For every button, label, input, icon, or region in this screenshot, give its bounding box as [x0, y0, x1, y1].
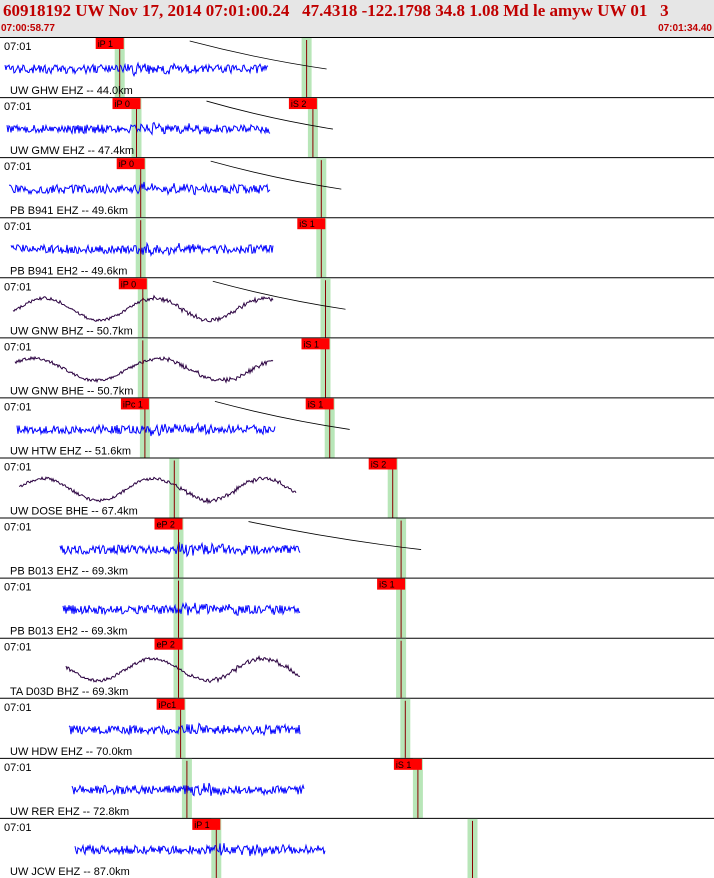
trace-time-label: 07:01: [4, 522, 32, 534]
seismogram-canvas: iP 1 07:01 UW GHW EHZ -- 44.0km iP 0 iS 2 07:…: [0, 37, 714, 878]
pick-label-box: [154, 638, 183, 650]
trace-panel: iS 1 07:01 PB B941 EH2 -- 49.6km: [0, 217, 714, 278]
pick-label: iS 1: [304, 339, 320, 349]
waveform-trace: [68, 722, 301, 737]
trace-time-label: 07:01: [4, 41, 32, 53]
pick-label: iS 1: [379, 580, 395, 590]
pick-label: iS 1: [308, 399, 324, 409]
theoretical-curve: [206, 100, 333, 130]
trace-station-label: UW RER EHZ -- 72.8km: [10, 806, 129, 818]
trace-station-label: PB B941 EHZ -- 49.6km: [10, 205, 128, 217]
waveform-trace: [10, 241, 274, 257]
trace-time-label: 07:01: [4, 762, 32, 774]
trace-time-label: 07:01: [4, 161, 32, 173]
trace-time-label: 07:01: [4, 642, 32, 654]
pick-label-box: [377, 578, 406, 590]
waveform-trace: [62, 601, 301, 616]
pick-label-box: [301, 338, 330, 350]
pick-label: iPc 1: [123, 399, 143, 409]
trace-panel: iS 1 07:01 PB B013 EH2 -- 69.3km: [0, 577, 714, 638]
trace-panel: iS 1 07:01 UW RER EHZ -- 72.8km: [0, 757, 714, 818]
trace-panel: iP 0 iS 2 07:01 UW GMW EHZ -- 47.4km: [0, 97, 714, 158]
end-time-label: 07:01:34.40: [658, 23, 712, 34]
pick-label-box: [192, 818, 221, 830]
pick-label-box: [112, 98, 141, 110]
trace-time-label: 07:01: [4, 221, 32, 233]
pick-label: iP 0: [121, 279, 136, 289]
pick-label-box: [95, 38, 124, 49]
theoretical-curve: [214, 401, 350, 430]
pick-label: iP 1: [194, 820, 209, 830]
trace-time-label: 07:01: [4, 582, 32, 594]
trace-panel: eP 2 07:01 TA D03D BHZ -- 69.3km: [0, 637, 714, 698]
trace-station-label: UW HDW EHZ -- 70.0km: [10, 746, 132, 758]
event-title: 60918192 UW Nov 17, 2014 07:01:00.24 47.…: [3, 1, 669, 20]
pick-label-box: [118, 278, 147, 290]
trace-station-label: UW GNW BHE -- 50.7km: [10, 385, 133, 397]
waveform-trace: [4, 61, 269, 78]
waveform-trace: [71, 782, 305, 797]
trace-station-label: UW JCW EHZ -- 87.0km: [10, 866, 130, 878]
pick-label-box: [288, 98, 317, 110]
pick-label: iS 2: [371, 459, 387, 469]
pick-label: iP 1: [98, 39, 113, 49]
pick-label: iS 1: [396, 760, 412, 770]
pick-label: eP 2: [157, 640, 175, 650]
start-time-label: 07:00:58.77: [1, 23, 55, 34]
trace-panel: iP 0 07:01 UW GNW BHZ -- 50.7km: [0, 277, 714, 338]
pick-label-box: [156, 698, 185, 710]
pick-label: iP 0: [115, 99, 130, 109]
trace-time-label: 07:01: [4, 341, 32, 353]
pick-label-box: [393, 758, 422, 770]
trace-panel: iS 1 07:01 UW GNW BHE -- 50.7km: [0, 337, 714, 398]
waveform-trace: [16, 421, 276, 437]
trace-panel: iPc 1 iS 1 07:01 UW HTW EHZ -- 51.6km: [0, 397, 714, 458]
waveform-trace: [6, 121, 271, 136]
trace-time-label: 07:01: [4, 822, 32, 834]
trace-time-label: 07:01: [4, 461, 32, 473]
pick-label-box: [368, 458, 397, 470]
trace-panel: iP 1 07:01 UW JCW EHZ -- 87.0km: [0, 817, 714, 878]
trace-station-label: PB B013 EH2 -- 69.3km: [10, 626, 127, 638]
theoretical-curve: [189, 40, 327, 70]
trace-panel: iS 2 07:01 UW DOSE BHE -- 67.4km: [0, 457, 714, 518]
pick-label-box: [116, 158, 145, 170]
theoretical-curve: [210, 160, 342, 190]
pick-label-box: [120, 398, 149, 410]
trace-time-label: 07:01: [4, 281, 32, 293]
waveform-trace: [8, 181, 271, 196]
trace-panel: iPc1 07:01 UW HDW EHZ -- 70.0km: [0, 697, 714, 758]
trace-station-label: UW GNW BHZ -- 50.7km: [10, 325, 133, 337]
theoretical-curve: [212, 280, 346, 310]
event-header: 60918192 UW Nov 17, 2014 07:01:00.24 47.…: [0, 0, 714, 37]
pick-label: iS 1: [299, 219, 315, 229]
theoretical-curve: [248, 521, 422, 550]
pick-label-box: [305, 398, 334, 410]
trace-station-label: UW GHW EHZ -- 44.0km: [10, 85, 133, 97]
trace-time-label: 07:01: [4, 702, 32, 714]
waveform-trace: [18, 476, 297, 505]
trace-time-label: 07:01: [4, 101, 32, 113]
pick-label: eP 2: [157, 520, 175, 530]
trace-station-label: PB B013 EHZ -- 69.3km: [10, 566, 128, 578]
trace-station-label: TA D03D BHZ -- 69.3km: [10, 686, 128, 698]
waveform-trace: [14, 355, 274, 384]
trace-time-label: 07:01: [4, 401, 32, 413]
trace-station-label: UW DOSE BHE -- 67.4km: [10, 506, 138, 518]
pick-label: iPc1: [159, 700, 177, 710]
seismogram-panels: iP 1 07:01 UW GHW EHZ -- 44.0km iP 0 iS 2 07:…: [0, 37, 714, 878]
waveform-trace: [74, 843, 326, 858]
pick-label-box: [154, 518, 183, 530]
waveform-trace: [65, 654, 301, 684]
trace-panel: eP 2 07:01 PB B013 EHZ -- 69.3km: [0, 517, 714, 578]
trace-station-label: UW GMW EHZ -- 47.4km: [10, 145, 134, 157]
pick-label: iP 0: [119, 159, 134, 169]
trace-panel: iP 1 07:01 UW GHW EHZ -- 44.0km: [0, 37, 714, 98]
trace-panel: iP 0 07:01 PB B941 EHZ -- 49.6km: [0, 157, 714, 218]
pick-label-box: [297, 218, 326, 230]
pick-label: iS 2: [291, 99, 307, 109]
trace-station-label: UW HTW EHZ -- 51.6km: [10, 445, 131, 457]
trace-station-label: PB B941 EH2 -- 49.6km: [10, 265, 127, 277]
waveform-trace: [59, 541, 301, 558]
